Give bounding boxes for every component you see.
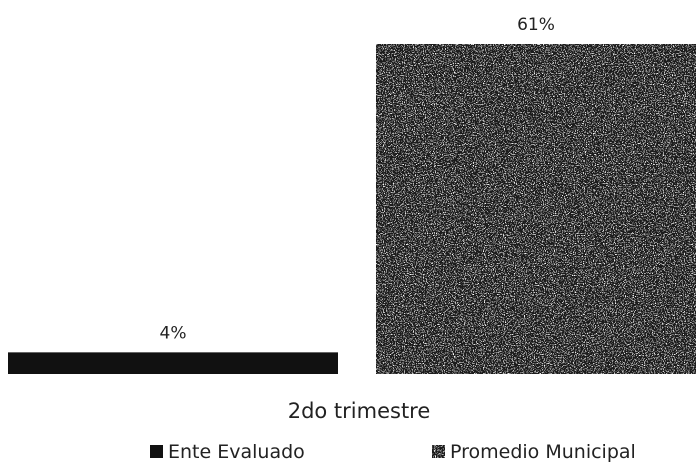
bar-promedio-municipal xyxy=(376,44,696,374)
data-label-ente-evaluado: 4% xyxy=(160,323,187,343)
legend-item-promedio-municipal: Promedio Municipal xyxy=(432,441,636,463)
legend-item-ente-evaluado: Ente Evaluado xyxy=(150,441,305,463)
category-label: 2do trimestre xyxy=(288,399,431,423)
bar-ente-evaluado xyxy=(8,352,338,374)
legend-label: Ente Evaluado xyxy=(168,441,305,463)
legend-swatch xyxy=(150,445,163,458)
legend: Ente Evaluado Promedio Municipal xyxy=(150,441,636,463)
legend-label: Promedio Municipal xyxy=(450,441,636,463)
legend-swatch xyxy=(432,445,445,458)
data-label-promedio-municipal: 61% xyxy=(517,15,555,35)
